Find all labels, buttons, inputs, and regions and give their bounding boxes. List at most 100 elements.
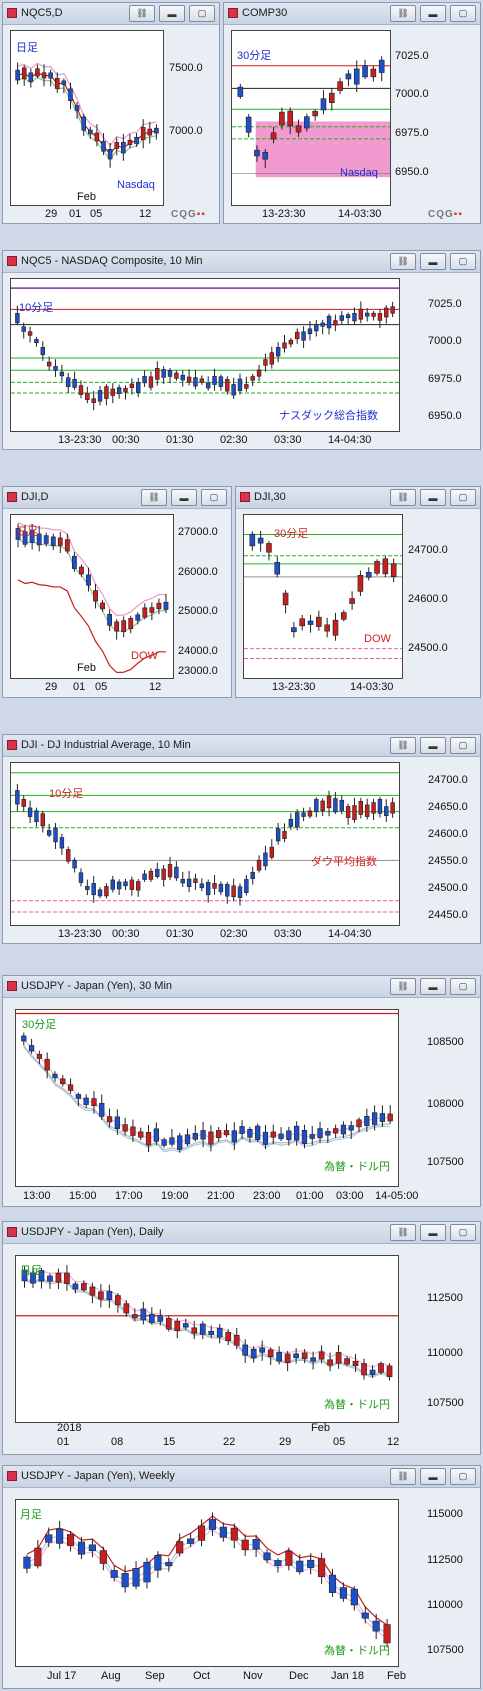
candle-body xyxy=(269,846,274,858)
maximize-button[interactable]: ▢ xyxy=(450,1224,476,1241)
candle-body xyxy=(45,1534,53,1543)
minimize-button[interactable]: ▬ xyxy=(420,737,446,754)
candle-body xyxy=(28,1045,35,1052)
maximize-button[interactable]: ▢ xyxy=(450,253,476,270)
minimize-button[interactable]: ▬ xyxy=(420,5,446,22)
window-titlebar[interactable]: USDJPY - Japan (Yen), Weekly ⛓ ▬ ▢ xyxy=(3,1466,480,1488)
minimize-button[interactable]: ▬ xyxy=(420,489,446,506)
window-titlebar[interactable]: DJI - DJ Industrial Average, 10 Min ⛓ ▬ ▢ xyxy=(3,735,480,757)
maximize-button[interactable]: ▢ xyxy=(450,978,476,995)
candle-body xyxy=(333,798,338,813)
candle-body xyxy=(186,376,192,383)
y-tick-label: 26000.0 xyxy=(178,566,218,578)
link-icon[interactable]: ⛓ xyxy=(390,253,416,270)
window-titlebar[interactable]: USDJPY - Japan (Yen), Daily ⛓ ▬ ▢ xyxy=(3,1222,480,1244)
maximize-button[interactable]: ▢ xyxy=(450,5,476,22)
maximize-button[interactable]: ▢ xyxy=(189,5,215,22)
minimize-button[interactable]: ▬ xyxy=(420,253,446,270)
minimize-button[interactable]: ▬ xyxy=(420,1468,446,1485)
link-icon[interactable]: ⛓ xyxy=(390,1468,416,1485)
chart-window-dji-30min[interactable]: DJI,30 ⛓ ▬ ▢ 30分足 DOW 24700.0 24600.0 24500… xyxy=(235,486,481,698)
maximize-button[interactable]: ▢ xyxy=(450,489,476,506)
candle-body xyxy=(358,801,364,815)
window-titlebar[interactable]: DJI,D ⛓ ▬ ▢ xyxy=(3,487,231,509)
link-icon[interactable]: ⛓ xyxy=(390,489,416,506)
moving-average-line xyxy=(23,1045,391,1151)
candle-body xyxy=(106,1116,113,1123)
link-icon[interactable]: ⛓ xyxy=(141,489,167,506)
window-titlebar[interactable]: NQC5 - NASDAQ Composite, 10 Min ⛓ ▬ ▢ xyxy=(3,251,480,273)
maximize-button[interactable]: ▢ xyxy=(450,737,476,754)
chart-window-dji-10min[interactable]: DJI - DJ Industrial Average, 10 Min ⛓ ▬ ▢ … xyxy=(2,734,481,944)
chart-window-usdjpy-daily[interactable]: USDJPY - Japan (Yen), Daily ⛓ ▬ ▢ 日足 為替・ドル円… xyxy=(2,1221,481,1455)
candle-body xyxy=(187,1538,195,1544)
candle-body xyxy=(36,533,42,546)
chart-window-nqc5-daily[interactable]: NQC5,D ⛓ ▬ ▢ 日足 Nasdaq Feb 7500.0 7000.0 29 … xyxy=(2,2,220,224)
price-chart[interactable]: 月足 為替・ドル円 xyxy=(15,1499,399,1667)
candle-body xyxy=(371,802,376,814)
chart-window-comp-30min[interactable]: COMP30 ⛓ ▬ ▢ 30分足 Nasdaq 7025.0 7000.0 6975… xyxy=(223,2,481,224)
minimize-button[interactable]: ▬ xyxy=(420,1224,446,1241)
candle-body xyxy=(349,598,355,604)
candle-body xyxy=(77,1541,86,1555)
price-chart[interactable]: 10分足 ダウ平均指数 xyxy=(10,762,400,926)
candle-body xyxy=(83,1097,89,1105)
candle-body xyxy=(43,535,49,544)
maximize-button[interactable]: ▢ xyxy=(201,489,227,506)
moving-average-line xyxy=(17,579,166,674)
y-tick-label: 7500.0 xyxy=(169,62,203,74)
app-icon xyxy=(7,1471,17,1481)
x-tick-label: 15:00 xyxy=(69,1190,97,1202)
candle-body xyxy=(145,1132,152,1146)
price-chart[interactable]: 30分足 DOW xyxy=(243,514,403,679)
candle-body xyxy=(332,619,339,636)
link-icon[interactable]: ⛓ xyxy=(390,978,416,995)
price-chart[interactable]: 日足 DOW Feb xyxy=(10,514,174,679)
candle-body xyxy=(324,624,330,632)
x-tick-label: 21:00 xyxy=(207,1190,235,1202)
minimize-button[interactable]: ▬ xyxy=(159,5,185,22)
price-chart[interactable]: 10分足 ナスダック総合指数 xyxy=(10,278,400,432)
link-icon[interactable]: ⛓ xyxy=(129,5,155,22)
candle-body xyxy=(282,592,289,606)
maximize-button[interactable]: ▢ xyxy=(450,1468,476,1485)
price-chart[interactable]: 日足 Nasdaq Feb xyxy=(10,30,164,206)
candle-body xyxy=(339,315,344,321)
period-label: 30分足 xyxy=(22,1019,57,1031)
candle-body xyxy=(352,313,357,322)
price-chart[interactable]: 日足 為替・ドル円 xyxy=(15,1255,399,1423)
candle-body xyxy=(91,883,96,896)
window-titlebar[interactable]: NQC5,D ⛓ ▬ ▢ xyxy=(3,3,219,25)
x-tick-label: 05 xyxy=(90,208,103,220)
x-tick-label: 13:00 xyxy=(23,1190,51,1202)
chart-window-usdjpy-30min[interactable]: USDJPY - Japan (Yen), 30 Min ⛓ ▬ ▢ 30分足 為替・… xyxy=(2,975,481,1207)
candle-body xyxy=(182,1323,189,1328)
x-tick-label: 13-23:30 xyxy=(58,434,102,446)
candle-body xyxy=(169,1137,175,1145)
candle-body xyxy=(147,128,153,136)
y-tick-label: 25000.0 xyxy=(178,605,218,617)
link-icon[interactable]: ⛓ xyxy=(390,5,416,22)
candle-body xyxy=(307,1559,315,1568)
window-titlebar[interactable]: USDJPY - Japan (Yen), 30 Min ⛓ ▬ ▢ xyxy=(3,976,480,998)
candle-body xyxy=(318,1558,326,1578)
candle-body xyxy=(161,369,166,378)
chart-window-usdjpy-weekly[interactable]: USDJPY - Japan (Yen), Weekly ⛓ ▬ ▢ 月足 為替・ドル… xyxy=(2,1465,481,1689)
minimize-button[interactable]: ▬ xyxy=(171,489,197,506)
y-tick-label: 115000 xyxy=(427,1508,463,1520)
link-icon[interactable]: ⛓ xyxy=(390,1224,416,1241)
minimize-button[interactable]: ▬ xyxy=(420,978,446,995)
candle-body xyxy=(255,1125,261,1140)
price-chart[interactable]: 30分足 Nasdaq xyxy=(231,30,391,206)
candle-body xyxy=(274,1560,282,1566)
candle-body xyxy=(15,313,20,324)
link-icon[interactable]: ⛓ xyxy=(390,737,416,754)
candle-body xyxy=(154,127,159,134)
window-titlebar[interactable]: DJI,30 ⛓ ▬ ▢ xyxy=(236,487,480,509)
price-chart[interactable]: 30分足 為替・ドル円 xyxy=(15,1009,399,1187)
chart-window-nqc5-10min[interactable]: NQC5 - NASDAQ Composite, 10 Min ⛓ ▬ ▢ 10分足… xyxy=(2,250,481,450)
candle-body xyxy=(282,831,287,839)
candle-body xyxy=(180,374,185,381)
chart-window-dji-daily[interactable]: DJI,D ⛓ ▬ ▢ 日足 DOW Feb 27000.0 26000.0 25000… xyxy=(2,486,232,698)
window-titlebar[interactable]: COMP30 ⛓ ▬ ▢ xyxy=(224,3,480,25)
